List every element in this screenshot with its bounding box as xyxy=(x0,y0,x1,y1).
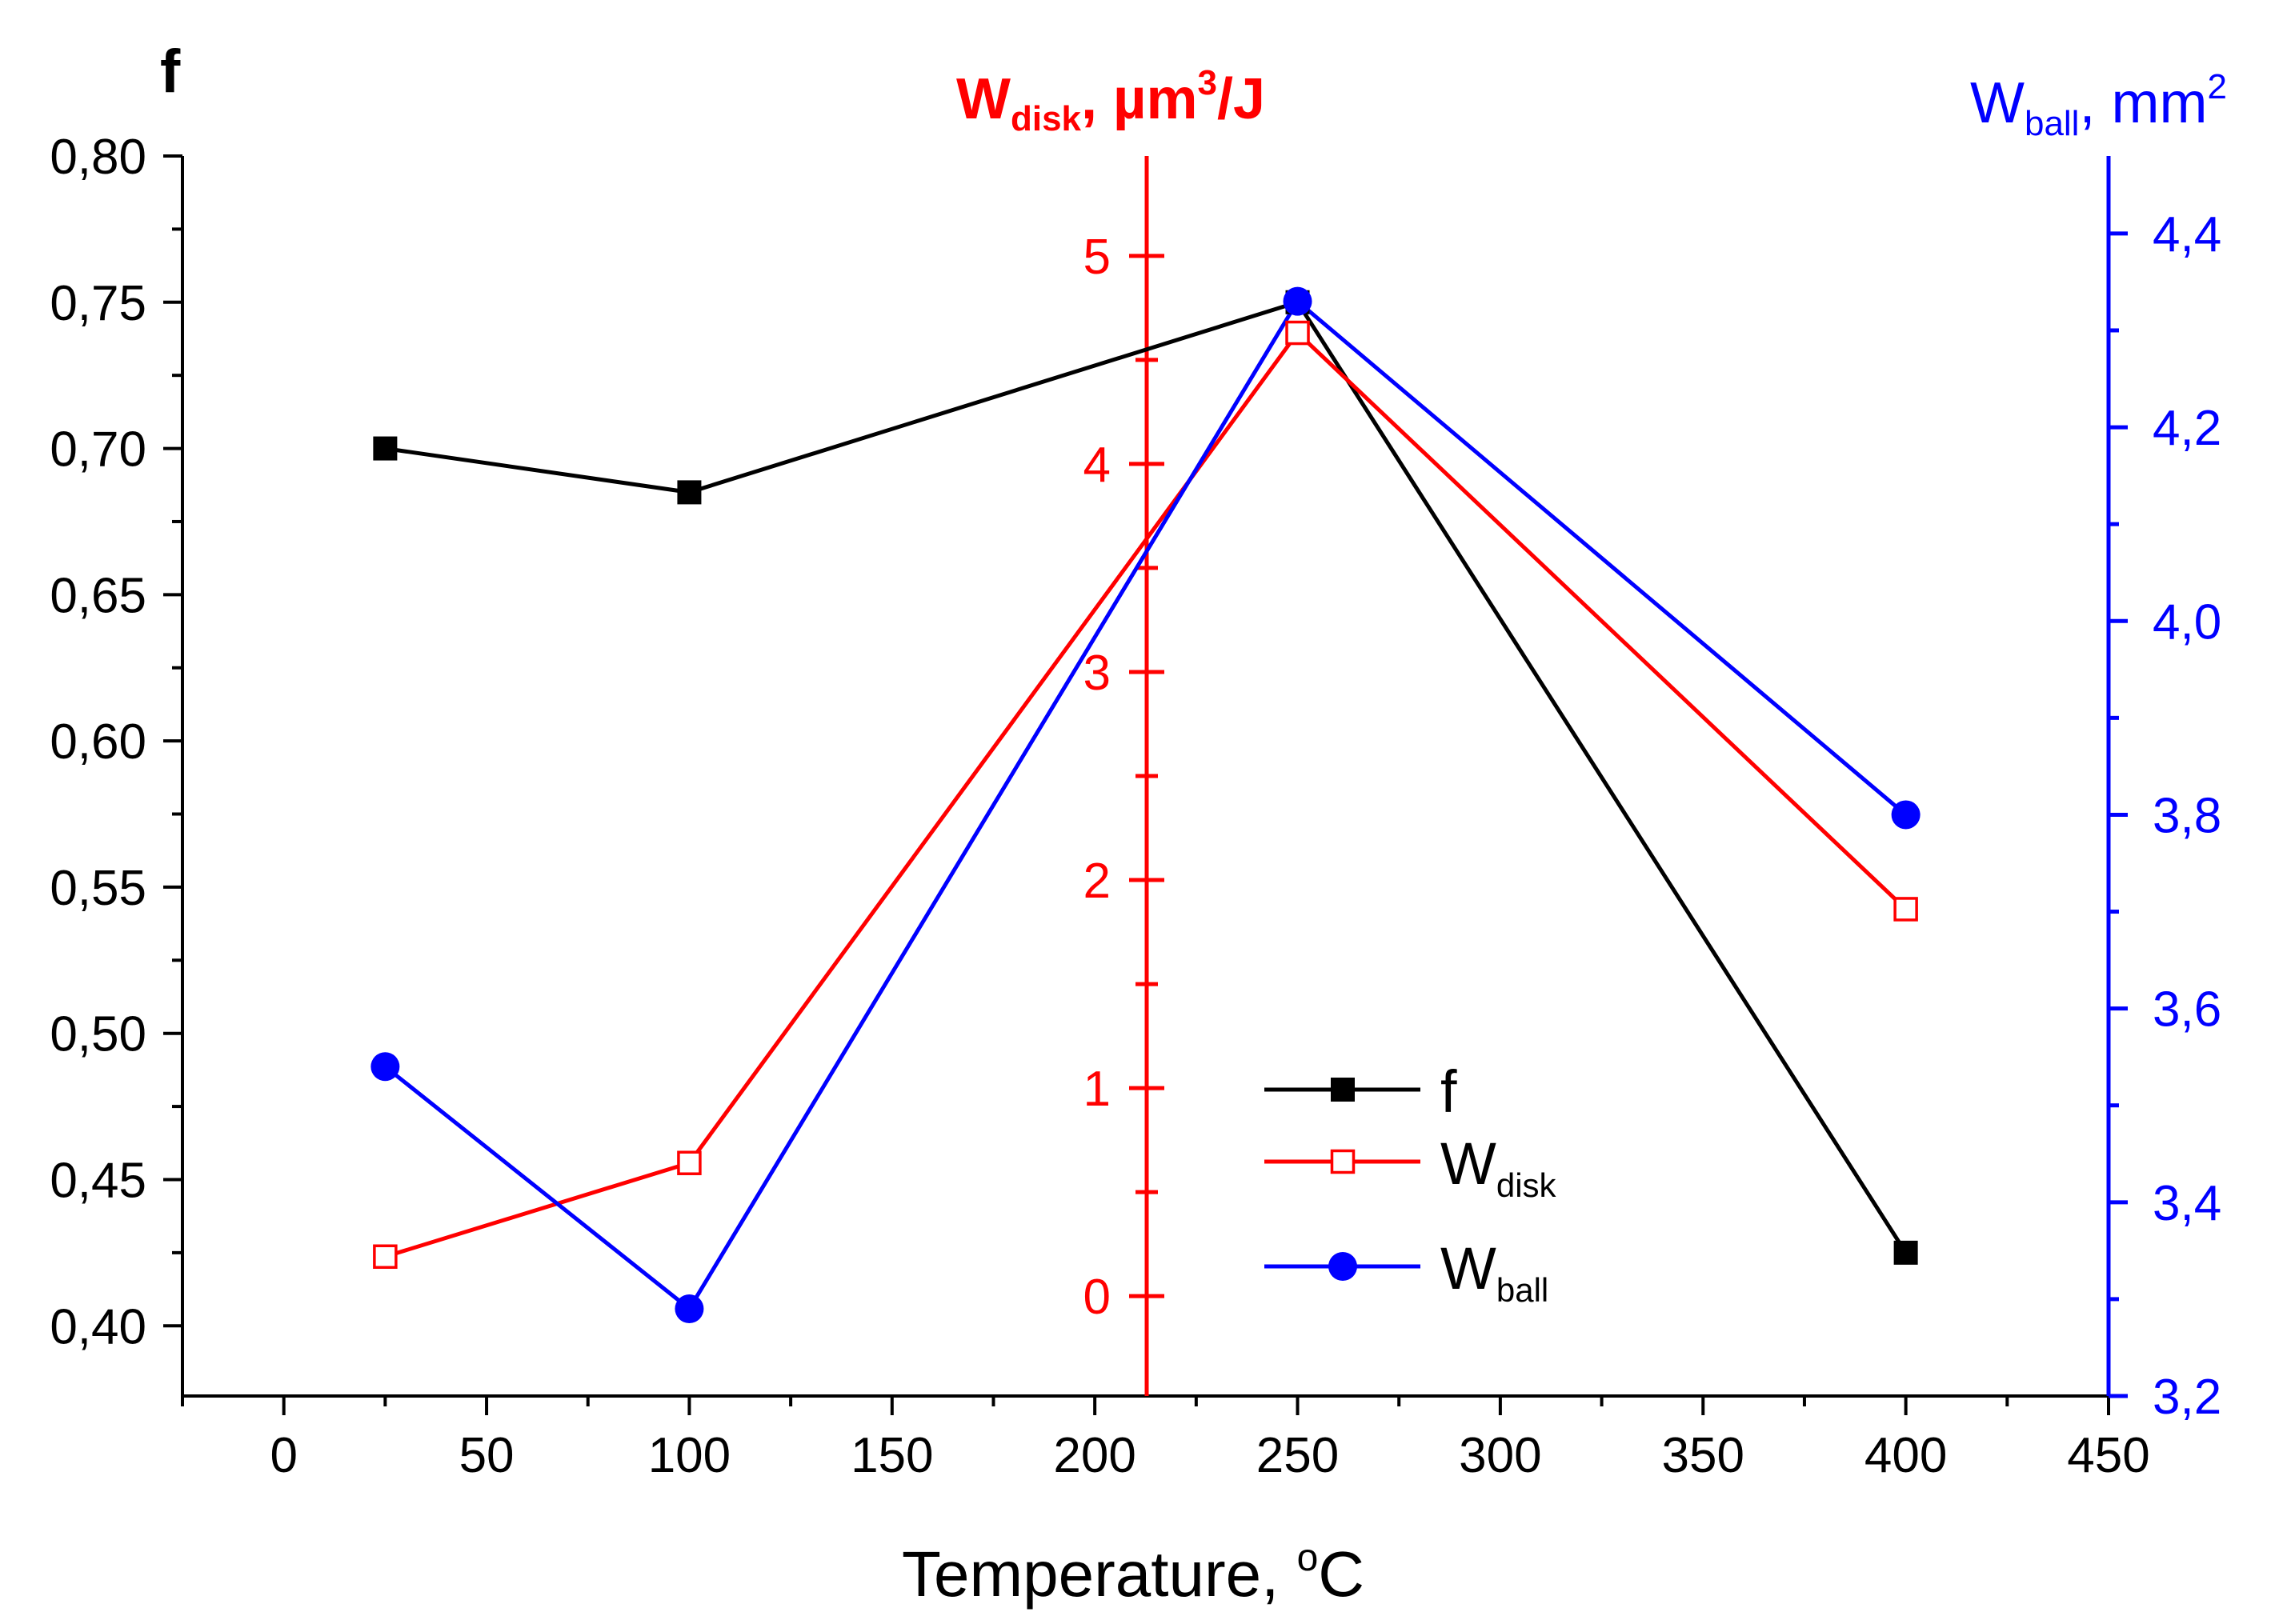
data-point-W-disk xyxy=(1285,320,1310,346)
left-y-tick-label: 0,75 xyxy=(50,276,146,331)
label-superscript: 3 xyxy=(1198,63,1217,102)
right-y-tick-label: 3,4 xyxy=(2153,1176,2221,1231)
legend-label-subscript: disk xyxy=(1496,1166,1557,1204)
right-y-tick-label: 3,8 xyxy=(2153,788,2221,843)
middle-y-tick-label: 4 xyxy=(1083,438,1111,493)
series-layer xyxy=(370,286,1921,1324)
left-y-tick-label: 0,50 xyxy=(50,1007,146,1062)
label-superscript: 2 xyxy=(2207,67,2226,106)
series-line-W-disk xyxy=(384,330,1908,1259)
left-y-tick-label: 0,60 xyxy=(50,714,146,770)
left-y-tick-label: 0,80 xyxy=(50,130,146,185)
x-tick-label: 250 xyxy=(1256,1428,1339,1483)
middle-y-tick-label: 1 xyxy=(1083,1062,1111,1117)
data-point-f xyxy=(373,436,398,461)
legend-label: Wdisk xyxy=(1440,1130,1557,1204)
label-superscript: o xyxy=(1297,1537,1319,1579)
left-y-tick-label: 0,55 xyxy=(50,861,146,916)
legend-label-subscript: ball xyxy=(1496,1271,1548,1309)
x-tick-label: 0 xyxy=(270,1428,297,1483)
data-point-f xyxy=(1893,1240,1918,1265)
x-tick-label: 100 xyxy=(648,1428,731,1483)
x-tick-label: 300 xyxy=(1459,1428,1541,1483)
x-tick-label: 400 xyxy=(1864,1428,1947,1483)
legend-marker xyxy=(1331,1078,1355,1102)
x-tick-label: 50 xyxy=(459,1428,515,1483)
right-y-axis-label: Wball, mm2 xyxy=(1970,67,2227,143)
legend-marker xyxy=(1328,1252,1357,1281)
middle-y-tick-label: 2 xyxy=(1083,854,1111,909)
label-part: W xyxy=(956,67,1011,131)
data-point-W-disk xyxy=(373,1244,398,1270)
data-point-f xyxy=(677,480,702,505)
axes-layer: 0 50 100 150 200 250 300 350 400 4500,400,450,500… xyxy=(50,130,2221,1483)
data-point-W-disk xyxy=(677,1150,702,1175)
right-y-tick-label: 4,0 xyxy=(2153,594,2221,650)
data-point-W-disk xyxy=(1893,897,1918,922)
x-tick-label: 450 xyxy=(2067,1428,2149,1483)
x-axis-label: Temperature, oC xyxy=(902,1537,1364,1610)
label-part: , µm xyxy=(1081,67,1198,131)
data-point-W-ball xyxy=(675,1294,704,1324)
series-line-f xyxy=(385,299,1908,1254)
middle-y-tick-label: 3 xyxy=(1083,646,1111,701)
x-tick-label: 350 xyxy=(1662,1428,1744,1483)
left-y-tick-label: 0,70 xyxy=(50,422,146,478)
label-part: C xyxy=(1318,1538,1364,1610)
label-part: , mm xyxy=(2079,71,2207,135)
series-line-W-ball xyxy=(383,298,1908,1312)
label-part: W xyxy=(1970,71,2025,135)
x-tick-label: 150 xyxy=(851,1428,933,1483)
label-subscript: ball xyxy=(2025,104,2080,143)
data-point-W-ball xyxy=(1283,286,1312,316)
label-subscript: disk xyxy=(1011,99,1082,138)
label-part: Temperature, xyxy=(902,1538,1297,1610)
legend-label: Wball xyxy=(1440,1235,1548,1309)
left-y-tick-label: 0,40 xyxy=(50,1299,146,1354)
middle-y-axis-label: Wdisk, µm3/J xyxy=(956,63,1265,138)
left-y-tick-label: 0,65 xyxy=(50,568,146,623)
data-point-W-ball xyxy=(1891,800,1921,830)
middle-y-tick-label: 0 xyxy=(1083,1270,1111,1325)
right-y-tick-label: 3,2 xyxy=(2153,1370,2221,1425)
data-point-W-ball xyxy=(370,1052,400,1082)
panel-label: f xyxy=(160,38,181,106)
label-part: /J xyxy=(1217,67,1265,131)
legend-marker xyxy=(1330,1149,1356,1174)
right-y-tick-label: 3,6 xyxy=(2153,982,2221,1038)
right-y-tick-label: 4,2 xyxy=(2153,401,2221,456)
right-y-tick-label: 4,4 xyxy=(2153,207,2221,262)
middle-y-tick-label: 5 xyxy=(1083,230,1111,285)
legend-label: f xyxy=(1440,1058,1457,1125)
x-tick-label: 200 xyxy=(1053,1428,1135,1483)
left-y-tick-label: 0,45 xyxy=(50,1153,146,1208)
